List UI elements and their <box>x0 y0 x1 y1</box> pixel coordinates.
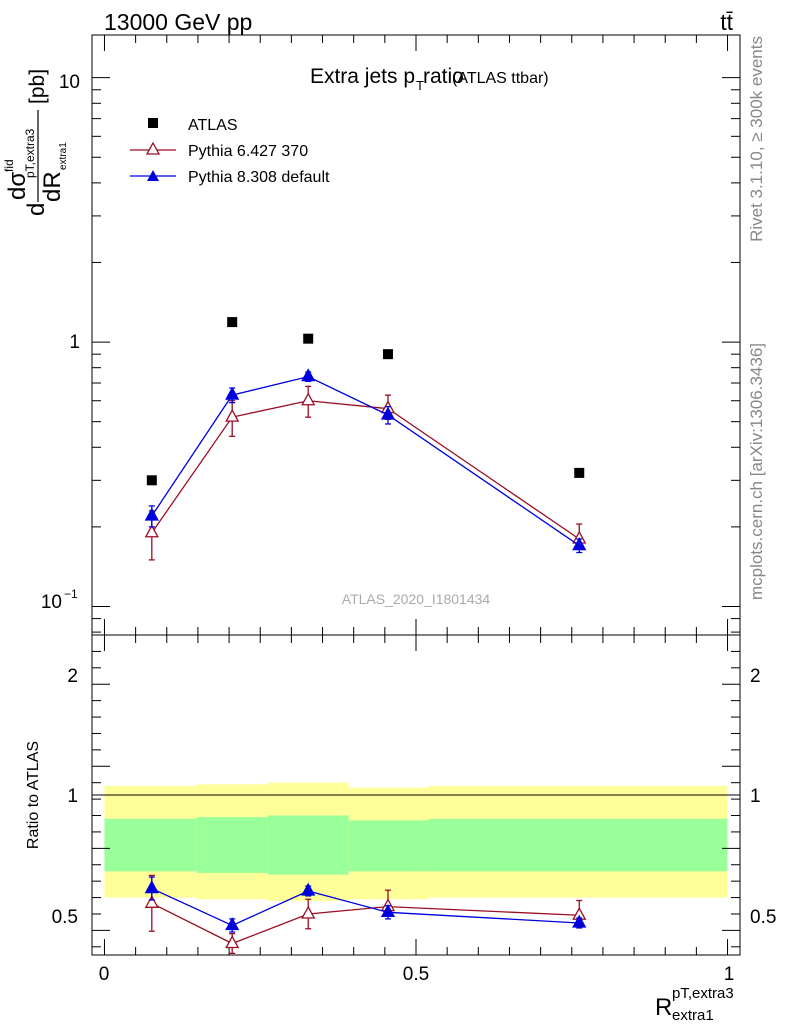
ratio-band-green <box>104 818 197 872</box>
ratio-y-label: Ratio to ATLAS <box>25 741 42 849</box>
legend: ATLAS Pythia 6.427 370 Pythia 8.308 defa… <box>130 117 330 186</box>
main-line-pythia-8-308-default <box>151 375 580 547</box>
main-point-pythia-6-427-370 <box>144 524 159 538</box>
y-label-fid: fid <box>2 159 16 172</box>
rivet-label: Rivet 3.1.10, ≥ 300k events <box>747 36 766 242</box>
ratio-point-pythia-6-427-370 <box>301 905 316 919</box>
y-label-dsigma: dσ <box>4 172 31 200</box>
x-tick-label-0: 0 <box>99 964 110 985</box>
ratio-panel: Ratio to ATLAS 2 1 0.5 2 1 0.5 0 0.5 1 R… <box>25 634 776 1024</box>
ratio-point-pythia-8-308-default <box>301 882 316 896</box>
ratio-y-tick-label-0.5-right: 0.5 <box>750 907 776 928</box>
main-point-atlas <box>303 333 314 344</box>
process-label: tt̄ <box>720 9 733 35</box>
ratio-point-pythia-8-308-default <box>225 917 240 931</box>
ratio-point-pythia-8-308-default <box>380 903 396 917</box>
ratio-y-tick-label-0.5: 0.5 <box>52 907 78 928</box>
main-point-pythia-6-427-370 <box>301 392 316 406</box>
main-point-pythia-8-308-default <box>572 537 587 551</box>
y-label-unit: [pb] <box>26 69 49 104</box>
legend-label-pythia8: Pythia 8.308 default <box>188 169 330 186</box>
ratio-band-green <box>348 820 429 872</box>
main-point-pythia-8-308-default <box>144 507 159 521</box>
y-label-extra1: extra1 <box>58 142 69 170</box>
y-tick-label-0.1-exponent: −1 <box>64 587 78 601</box>
main-line-pythia-6-427-370 <box>151 400 580 540</box>
legend-marker-atlas <box>148 118 158 128</box>
legend-marker-pythia6 <box>145 141 161 155</box>
mcplots-label: mcplots.cern.ch [arXiv:1306.3436] <box>747 343 766 600</box>
ratio-point-pythia-6-427-370 <box>225 935 240 949</box>
main-point-pythia-8-308-default <box>301 368 316 382</box>
y-label-d: d <box>23 203 50 216</box>
y-tick-label-10: 10 <box>59 72 80 93</box>
ratio-y-tick-label-2: 2 <box>67 666 78 687</box>
main-point-atlas <box>382 349 393 360</box>
legend-label-atlas: ATLAS <box>188 117 238 134</box>
ratio-point-pythia-8-308-default <box>572 914 587 928</box>
x-axis-label-superscript: pT,extra3 <box>672 985 734 1002</box>
y-label-dr: dR <box>39 171 66 202</box>
main-point-atlas <box>574 467 585 478</box>
x-axis-label: R <box>655 994 672 1021</box>
energy-label: 13000 GeV pp <box>104 9 252 35</box>
ratio-y-tick-label-2-right: 2 <box>750 666 761 687</box>
chart-title: Extra jets p <box>310 65 415 88</box>
y-label-pt-extra3: pT,extra3 <box>23 128 37 178</box>
x-axis-label-subscript: extra1 <box>672 1007 714 1024</box>
main-point-pythia-8-308-default <box>380 406 396 420</box>
main-panel: Extra jets p T ratio (ATLAS ttbar) ATLAS… <box>2 34 741 636</box>
ratio-point-pythia-8-308-default <box>144 880 159 894</box>
ratio-frame <box>91 634 741 956</box>
chart-title-subscript: T <box>416 78 424 93</box>
main-point-atlas <box>146 475 157 486</box>
y-axis-label: d dσ fid pT,extra3 dR extra1 [pb] <box>2 69 69 216</box>
ratio-band-green <box>428 818 728 872</box>
ratio-line-pythia-6-427-370 <box>151 902 580 945</box>
ratio-band-green <box>267 815 349 875</box>
y-tick-label-1: 1 <box>69 332 80 353</box>
analysis-watermark: ATLAS_2020_I1801434 <box>342 591 491 607</box>
y-tick-label-0.1: 10 <box>41 592 62 613</box>
ratio-y-tick-label-1-right: 1 <box>750 786 761 807</box>
main-point-pythia-8-308-default <box>225 386 240 400</box>
x-tick-label-0.5: 0.5 <box>403 964 429 985</box>
main-point-atlas <box>227 317 238 328</box>
chart-title-tail: ratio <box>423 65 464 88</box>
main-point-pythia-6-427-370 <box>225 408 240 422</box>
legend-marker-pythia8 <box>147 170 159 181</box>
ratio-point-pythia-6-427-370 <box>144 894 159 908</box>
chart-subtitle: (ATLAS ttbar) <box>452 70 549 87</box>
legend-label-pythia6: Pythia 6.427 370 <box>188 143 308 160</box>
ratio-band-green <box>196 817 268 873</box>
ratio-y-tick-label-1: 1 <box>67 786 78 807</box>
x-tick-label-1: 1 <box>724 964 735 985</box>
